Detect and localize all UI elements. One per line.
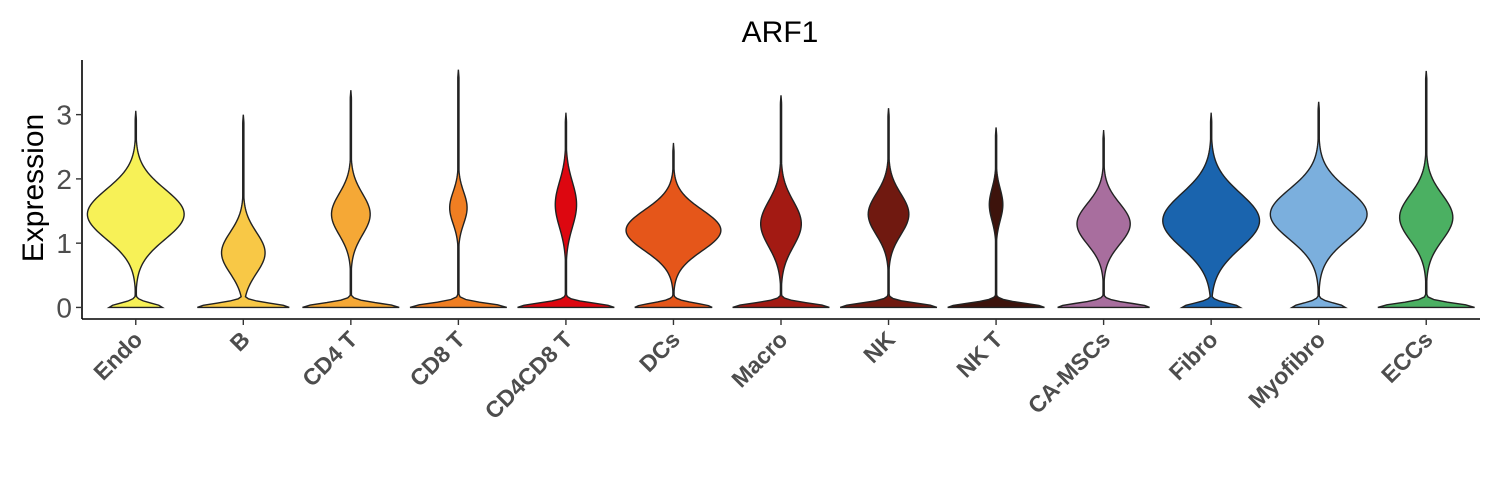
- violin-eccs: [1377, 70, 1475, 309]
- violin-nk-t: [947, 127, 1045, 309]
- violin-cd4cd8-t: [517, 112, 615, 309]
- violin-b: [197, 114, 290, 309]
- x-tick-label: CA-MSCs: [1023, 326, 1115, 418]
- violin-myofibro: [1269, 101, 1368, 309]
- x-tick-label: DCs: [634, 326, 685, 377]
- violin-fibro: [1162, 112, 1261, 309]
- violin-macro: [732, 95, 830, 309]
- y-tick-label: 3: [56, 100, 72, 131]
- chart-title: ARF1: [742, 16, 819, 49]
- x-tick-label: ECCs: [1376, 326, 1438, 388]
- x-ticks: Endo B CD4 T CD8 T CD4CD8 T DCs Macro NK NK T CA-…: [88, 319, 1438, 424]
- violin-cd4-t: [302, 90, 400, 309]
- x-tick-label: B: [225, 326, 255, 356]
- x-tick-label: Fibro: [1164, 326, 1223, 385]
- x-tick-label: CD4 T: [297, 326, 362, 391]
- y-ticks: 0 1 2 3: [56, 100, 82, 323]
- violin-nk: [839, 108, 938, 309]
- y-tick-label: 2: [56, 164, 72, 195]
- y-tick-label: 1: [56, 228, 72, 259]
- violin-ca-mscs: [1057, 129, 1150, 309]
- x-tick-label: CD4CD8 T: [480, 326, 578, 424]
- x-tick-label: NK T: [951, 326, 1007, 382]
- violin-cd8-t: [409, 69, 507, 309]
- x-tick-label: Macro: [726, 326, 792, 392]
- violin-dcs: [625, 142, 722, 309]
- violin-endo: [86, 110, 185, 309]
- x-tick-label: NK: [858, 326, 900, 368]
- y-tick-label: 0: [56, 292, 72, 323]
- x-tick-label: Myofibro: [1243, 326, 1330, 413]
- x-tick-label: Endo: [88, 326, 147, 385]
- violin-group: [86, 69, 1475, 309]
- x-tick-label: CD8 T: [405, 326, 470, 391]
- y-axis-label: Expression: [17, 114, 50, 262]
